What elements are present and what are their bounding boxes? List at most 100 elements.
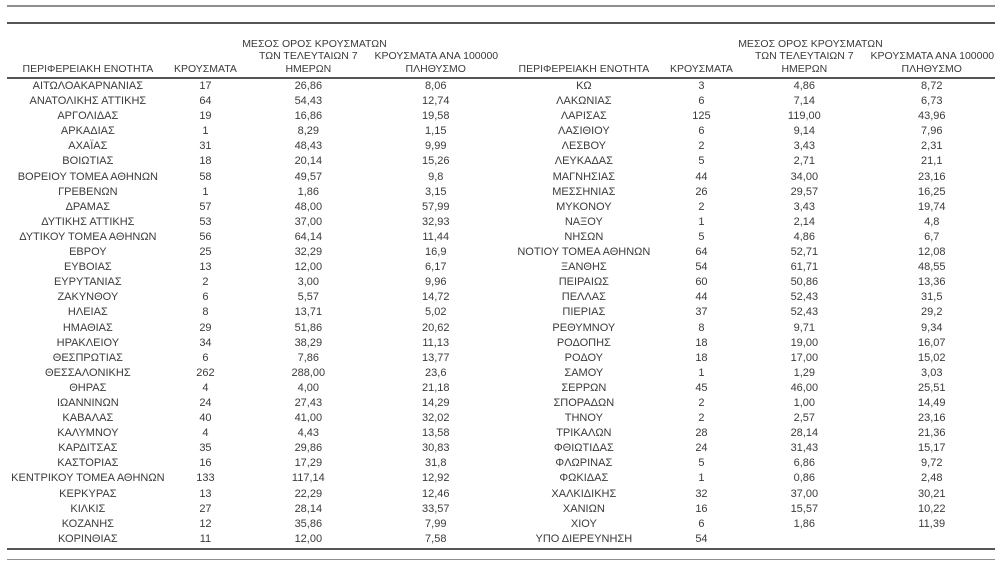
region-cell: ΘΕΣΠΡΩΤΙΑΣ [52, 351, 123, 364]
regional-cases-table: ΠΕΡΙΦΕΡΕΙΑΚΗ ΕΝΟΤΗΤΑ ΚΡΟΥΣΜΑΤΑ ΜΕΣΟΣ ΟΡΟΣ … [503, 26, 994, 547]
cases-cell: 2 [698, 396, 705, 409]
table-body: ΑΙΤΩΛΟΑΚΑΡΝΑΝΙΑΣ 17 26,86 8,06 ΑΝΑΤΟΛΙΚΗΣ ΑΤ… [7, 79, 497, 547]
region-cell: ΔΥΤΙΚΗΣ ΑΤΤΙΚΗΣ [41, 215, 135, 228]
per100k-cell: 13,36 [917, 276, 946, 289]
per100k-cell: 19,74 [917, 200, 946, 213]
avg7-cell: 51,86 [294, 321, 323, 334]
table-row: ΑΡΓΟΛΙΔΑΣ 19 16,86 19,58 [7, 109, 497, 124]
table-row: ΚΩ 3 4,86 8,72 [503, 79, 993, 94]
table-row: ΦΘΙΩΤΙΔΑΣ 24 31,43 15,17 [503, 441, 993, 456]
region-cell: ΚΕΝΤΡΙΚΟΥ ΤΟΜΕΑ ΑΘΗΝΩΝ [11, 472, 165, 485]
per100k-cell: 15,17 [917, 442, 946, 455]
avg7-cell: 4,86 [793, 230, 816, 243]
cases-cell: 64 [199, 95, 212, 108]
per100k-cell: 9,99 [425, 140, 447, 153]
cases-cell: 24 [695, 442, 708, 455]
per100k-cell: 31,8 [425, 457, 447, 470]
per100k-cell: 9,8 [428, 170, 444, 183]
region-cell: ΚΑΒΑΛΑΣ [62, 412, 114, 425]
cases-cell: 6 [698, 95, 705, 108]
cases-cell: 6 [698, 125, 705, 138]
region-cell: ΑΧΑΪΑΣ [68, 140, 108, 153]
per100k-cell: 6,73 [921, 95, 943, 108]
table-row: ΝΗΣΩΝ 5 4,86 6,7 [503, 230, 993, 245]
region-cell: ΝΑΞΟΥ [564, 215, 603, 228]
table-row: ΒΟΙΩΤΙΑΣ 18 20,14 15,26 [7, 154, 497, 169]
table-row: ΦΛΩΡΙΝΑΣ 5 6,86 9,72 [503, 456, 993, 471]
region-cell: ΚΑΛΥΜΝΟΥ [57, 427, 119, 440]
cases-cell: 31 [199, 140, 212, 153]
region-cell: ΚΑΡΔΙΤΣΑΣ [58, 442, 118, 455]
per100k-cell: 30,21 [917, 487, 946, 500]
col-header-cases: ΚΡΟΥΣΜΑΤΑ [669, 62, 733, 75]
region-cell: ΑΡΓΟΛΙΔΑΣ [57, 110, 119, 123]
table-row: ΧΑΛΚΙΔΙΚΗΣ 32 37,00 30,21 [503, 487, 993, 502]
table-row: ΞΑΝΘΗΣ 54 61,71 48,55 [503, 260, 993, 275]
header-row: ΠΕΡΙΦΕΡΕΙΑΚΗ ΕΝΟΤΗΤΑ ΚΡΟΥΣΜΑΤΑ ΜΕΣΟΣ ΟΡΟΣ … [7, 26, 498, 79]
table-row: ΠΕΙΡΑΙΩΣ 60 50,86 13,36 [503, 275, 993, 290]
region-cell: ΗΡΑΚΛΕΙΟΥ [56, 336, 120, 349]
avg7-cell: 2,14 [793, 215, 816, 228]
per100k-cell: 12,74 [421, 95, 450, 108]
per100k-cell: 7,58 [425, 532, 447, 545]
avg7-cell: 9,71 [793, 321, 816, 334]
cases-cell: 32 [695, 487, 708, 500]
cases-cell: 18 [199, 155, 212, 168]
per100k-cell: 12,46 [421, 487, 450, 500]
cases-cell: 18 [695, 351, 708, 364]
table-row: ΒΟΡΕΙΟΥ ΤΟΜΕΑ ΑΘΗΝΩΝ 58 49,57 9,8 [7, 170, 497, 185]
per100k-cell: 13,58 [421, 427, 450, 440]
per100k-cell: 31,5 [921, 291, 943, 304]
avg7-cell: 288,00 [291, 366, 326, 379]
table-row: ΗΛΕΙΑΣ 8 13,71 5,02 [7, 305, 497, 320]
per100k-cell: 16,25 [917, 185, 946, 198]
table-row: ΑΡΚΑΔΙΑΣ 1 8,29 1,15 [7, 124, 497, 139]
avg7-cell: 61,71 [790, 261, 819, 274]
avg7-cell: 6,86 [793, 457, 816, 470]
per100k-cell: 20,62 [421, 321, 450, 334]
cases-cell: 40 [199, 412, 212, 425]
cases-cell: 24 [199, 396, 212, 409]
region-cell: ΛΑΚΩΝΙΑΣ [556, 95, 612, 108]
header-row: ΠΕΡΙΦΕΡΕΙΑΚΗ ΕΝΟΤΗΤΑ ΚΡΟΥΣΜΑΤΑ ΜΕΣΟΣ ΟΡΟΣ … [503, 26, 994, 79]
cases-cell: 44 [695, 291, 708, 304]
per100k-cell: 23,16 [917, 170, 946, 183]
table-row: ΚΟΡΙΝΘΙΑΣ 11 12,00 7,58 [7, 532, 497, 547]
cases-cell: 1 [202, 125, 209, 138]
region-cell: ΤΗΝΟΥ [564, 412, 603, 425]
table-row: ΝΑΞΟΥ 1 2,14 4,8 [503, 215, 993, 230]
per100k-cell: 48,55 [917, 261, 946, 274]
table-row: ΚΑΒΑΛΑΣ 40 41,00 32,02 [7, 411, 497, 426]
per100k-cell: 57,99 [421, 200, 450, 213]
avg7-cell: 117,14 [291, 472, 325, 485]
table-row: ΡΟΔΟΠΗΣ 18 19,00 16,07 [503, 336, 993, 351]
table-row: ΠΙΕΡΙΑΣ 37 52,43 29,2 [503, 305, 993, 320]
per100k-cell: 14,49 [917, 396, 946, 409]
cases-cell: 1 [202, 185, 209, 198]
avg7-cell: 16,86 [294, 110, 323, 123]
table-row: ΣΑΜΟΥ 1 1,29 3,03 [503, 366, 993, 381]
table-row: ΔΥΤΙΚΟΥ ΤΟΜΕΑ ΑΘΗΝΩΝ 56 64,14 11,44 [7, 230, 497, 245]
cases-cell: 5 [698, 457, 705, 470]
region-cell: ΙΩΑΝΝΙΝΩΝ [57, 396, 119, 409]
cases-cell: 6 [202, 351, 209, 364]
per100k-cell: 16,9 [425, 246, 447, 259]
avg7-cell: 3,43 [793, 200, 816, 213]
region-cell: ΝΟΤΙΟΥ ΤΟΜΕΑ ΑΘΗΝΩΝ [517, 246, 651, 259]
region-cell: ΜΑΓΝΗΣΙΑΣ [552, 170, 616, 183]
per100k-cell: 6,17 [425, 261, 447, 274]
region-cell: ΒΟΡΕΙΟΥ ΤΟΜΕΑ ΑΘΗΝΩΝ [17, 170, 158, 183]
avg7-cell: 48,43 [294, 140, 323, 153]
per100k-cell: 19,58 [421, 110, 450, 123]
region-cell: ΗΛΕΙΑΣ [67, 306, 108, 319]
per100k-cell: 8,72 [921, 80, 943, 92]
region-cell: ΝΗΣΩΝ [564, 230, 604, 243]
cases-cell: 5 [698, 230, 705, 243]
cases-cell: 25 [199, 246, 212, 259]
cases-cell: 2 [698, 200, 705, 213]
table-row: ΤΡΙΚΑΛΩΝ 28 28,14 21,36 [503, 426, 993, 441]
avg7-cell: 52,43 [790, 306, 819, 319]
table-row: ΚΕΝΤΡΙΚΟΥ ΤΟΜΕΑ ΑΘΗΝΩΝ 133 117,14 12,92 [7, 471, 497, 486]
avg7-cell: 1,00 [793, 396, 816, 409]
per100k-cell: 33,57 [421, 502, 450, 515]
